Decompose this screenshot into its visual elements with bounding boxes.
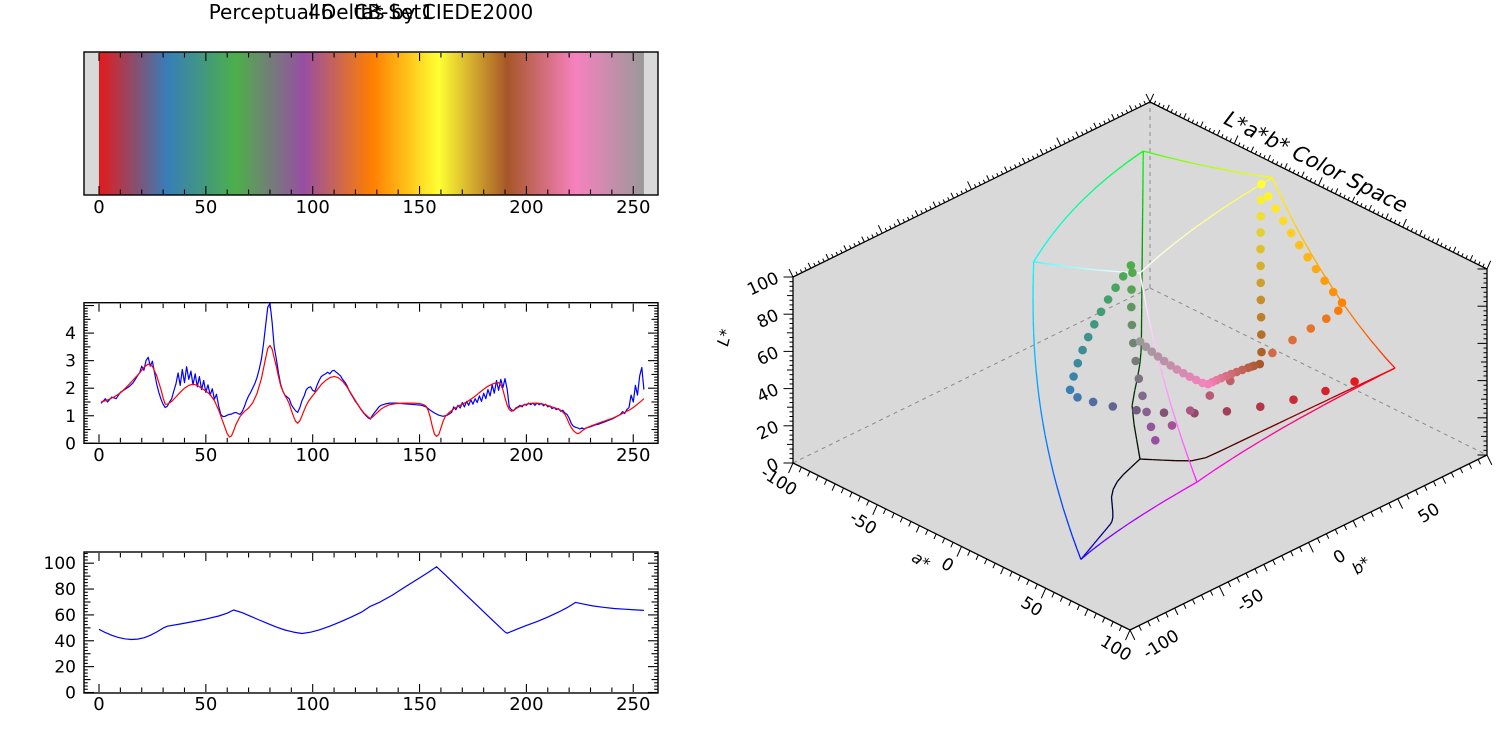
- svg-text:50: 50: [194, 197, 217, 218]
- svg-text:0: 0: [93, 445, 104, 466]
- plot-frame: [83, 302, 659, 445]
- lightness-curve: [98, 566, 644, 641]
- svg-text:40: 40: [54, 632, 76, 652]
- svg-text:0: 0: [65, 684, 76, 704]
- svg-text:250: 250: [616, 197, 650, 218]
- svg-text:250: 250: [616, 445, 650, 466]
- x-ticks: [98, 303, 634, 443]
- delta-series-smoothed: [100, 344, 645, 438]
- svg-text:50: 50: [1415, 499, 1444, 527]
- lightness-title: L*: [360, 0, 382, 24]
- l-axis-ticks: [783, 268, 1487, 464]
- svg-text:100: 100: [1097, 632, 1135, 666]
- hidden-edges: [792, 102, 1488, 464]
- plot-frame: [83, 551, 659, 694]
- top-right-edge-ticks: [1149, 93, 1492, 270]
- svg-text:0: 0: [1330, 546, 1350, 569]
- deltas-title: Perceptual Deltas by CIEDE2000: [208, 0, 534, 24]
- svg-text:-50: -50: [846, 508, 880, 540]
- svg-text:60: 60: [54, 606, 76, 626]
- svg-text:80: 80: [754, 306, 782, 333]
- svg-text:100: 100: [44, 554, 76, 574]
- x-tick-labels: 0 50 100 150 200 250: [93, 694, 650, 715]
- x-tick-labels: 0 50 100 150 200 250: [93, 445, 650, 466]
- svg-text:200: 200: [509, 445, 543, 466]
- colormap-gradient: [99, 52, 644, 195]
- svg-text:3: 3: [65, 352, 76, 372]
- y-tick-labels: 0 20 40 60 80 100: [44, 554, 76, 703]
- y-ticks: [84, 304, 658, 444]
- svg-text:50: 50: [194, 445, 217, 466]
- svg-text:20: 20: [54, 658, 76, 678]
- svg-text:200: 200: [509, 694, 543, 715]
- svg-text:-50: -50: [1234, 585, 1268, 617]
- y-ticks: [84, 552, 658, 694]
- svg-text:250: 250: [616, 694, 650, 715]
- left-wall-pane: [793, 102, 1150, 463]
- svg-text:4: 4: [65, 324, 76, 344]
- svg-text:0: 0: [65, 434, 76, 454]
- svg-text:60: 60: [754, 343, 782, 370]
- svg-text:100: 100: [296, 197, 330, 218]
- svg-text:100: 100: [744, 268, 782, 300]
- colormap-trajectory: [1065, 179, 1359, 445]
- b-axis-ticks: [1129, 454, 1493, 641]
- svg-text:0: 0: [93, 197, 104, 218]
- plot-frame: [83, 51, 659, 196]
- svg-text:150: 150: [402, 197, 436, 218]
- x-tick-labels: 0 50 100 150 200 250: [93, 197, 650, 218]
- svg-text:150: 150: [402, 445, 436, 466]
- svg-text:200: 200: [509, 197, 543, 218]
- a-axis-ticks: [788, 462, 1131, 641]
- y-tick-labels: 0 1 2 3 4: [65, 324, 76, 454]
- svg-text:150: 150: [402, 694, 436, 715]
- svg-text:0: 0: [93, 694, 104, 715]
- svg-text:80: 80: [54, 580, 76, 600]
- svg-text:50: 50: [194, 694, 217, 715]
- lightness-panel: 0 50 100 150 200 250 0 20 40 60 80 100: [44, 551, 659, 715]
- right-wall-pane: [1150, 102, 1487, 455]
- top-left-edge-ticks: [788, 93, 1151, 278]
- svg-text:2: 2: [65, 379, 76, 399]
- svg-text:100: 100: [296, 694, 330, 715]
- svg-text:40: 40: [754, 380, 782, 407]
- svg-text:-100: -100: [1140, 626, 1183, 663]
- x-ticks: [98, 53, 634, 194]
- delta-series-stepwise: [100, 302, 645, 430]
- colorbar-title: 46 - CB-Set1: [308, 0, 434, 24]
- x-ticks: [98, 553, 634, 692]
- svg-text:1: 1: [65, 407, 76, 427]
- svg-text:20: 20: [754, 417, 782, 444]
- svg-text:0: 0: [937, 554, 957, 577]
- svg-text:100: 100: [296, 445, 330, 466]
- colorbar-panel: 0 50 100 150 200 250: [83, 51, 659, 218]
